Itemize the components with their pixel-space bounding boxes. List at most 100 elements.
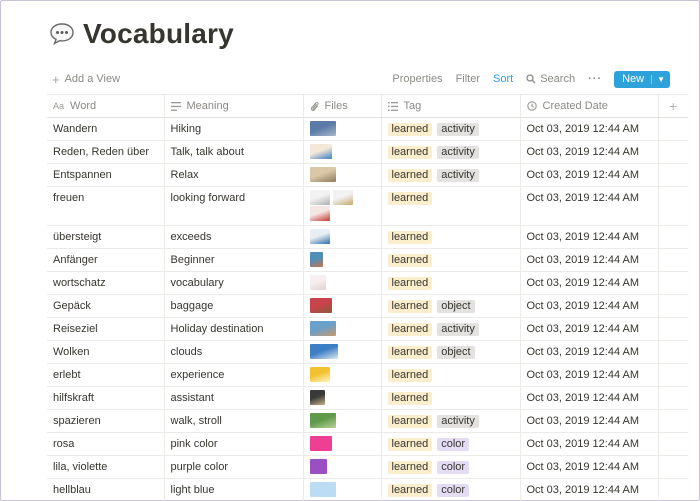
image-thumbnail[interactable] (332, 190, 353, 205)
table-row[interactable]: Gepäck baggage learned object Oct 03, 2019 1… (47, 294, 688, 318)
meaning-cell[interactable]: exceeds (163, 225, 303, 249)
word-cell[interactable]: freuen (47, 186, 164, 226)
meaning-cell[interactable]: clouds (163, 340, 303, 364)
sort-button[interactable]: Sort (493, 73, 514, 85)
files-cell[interactable] (302, 363, 381, 387)
meaning-cell[interactable]: Talk, talk about (163, 140, 303, 164)
word-cell[interactable]: Reiseziel (47, 317, 164, 341)
column-header-meaning[interactable]: Meaning (163, 94, 303, 118)
meaning-cell[interactable]: Beginner (163, 248, 303, 272)
image-thumbnail[interactable] (309, 413, 336, 428)
meaning-cell[interactable]: purple color (163, 455, 303, 479)
created-date-cell[interactable]: Oct 03, 2019 12:44 AM (519, 386, 658, 410)
created-date-cell[interactable]: Oct 03, 2019 12:44 AM (519, 340, 658, 364)
created-date-cell[interactable]: Oct 03, 2019 12:44 AM (519, 163, 658, 187)
tag-cell[interactable]: learned activity (380, 409, 520, 433)
created-date-cell[interactable]: Oct 03, 2019 12:44 AM (519, 363, 658, 387)
word-cell[interactable]: hilfskraft (47, 386, 164, 410)
image-thumbnail[interactable] (309, 229, 330, 244)
meaning-cell[interactable]: Holiday destination (163, 317, 303, 341)
tag-cell[interactable]: learned (380, 248, 520, 272)
created-date-cell[interactable]: Oct 03, 2019 12:44 AM (519, 271, 658, 295)
table-row[interactable]: Wandern Hiking learned activity Oct 03, 2019… (47, 117, 688, 141)
image-thumbnail[interactable] (309, 482, 336, 497)
new-button[interactable]: New ▼ (614, 70, 670, 88)
meaning-cell[interactable]: light blue (163, 478, 303, 501)
table-row[interactable]: freuen looking forward learned Oct 03, 2019… (47, 186, 688, 226)
search-button[interactable]: Search (526, 73, 575, 85)
image-thumbnail[interactable] (309, 436, 332, 451)
created-date-cell[interactable]: Oct 03, 2019 12:44 AM (519, 117, 658, 141)
table-row[interactable]: rosa pink color learned color Oct 03, 2019 1… (47, 432, 688, 456)
meaning-cell[interactable]: experience (163, 363, 303, 387)
image-thumbnail[interactable] (309, 167, 336, 182)
word-cell[interactable]: Gepäck (47, 294, 164, 318)
image-thumbnail[interactable] (309, 190, 330, 205)
created-date-cell[interactable]: Oct 03, 2019 12:44 AM (519, 455, 658, 479)
tag-cell[interactable]: learned activity (380, 140, 520, 164)
tag-cell[interactable]: learned color (380, 432, 520, 456)
table-row[interactable]: Entspannen Relax learned activity Oct 03, 20… (47, 163, 688, 187)
image-thumbnail[interactable] (309, 275, 326, 290)
properties-button[interactable]: Properties (392, 73, 443, 85)
table-row[interactable]: hilfskraft assistant learned Oct 03, 2019 1… (47, 386, 688, 410)
files-cell[interactable] (302, 248, 381, 272)
column-header-created-date[interactable]: Created Date (519, 94, 658, 118)
column-header-word[interactable]: Aa Word (47, 94, 164, 118)
meaning-cell[interactable]: baggage (163, 294, 303, 318)
table-row[interactable]: Reiseziel Holiday destination learned activ… (47, 317, 688, 341)
word-cell[interactable]: Entspannen (47, 163, 164, 187)
tag-cell[interactable]: learned color (380, 455, 520, 479)
image-thumbnail[interactable] (309, 252, 323, 267)
word-cell[interactable]: Wandern (47, 117, 164, 141)
tag-cell[interactable]: learned activity (380, 163, 520, 187)
table-row[interactable]: Wolken clouds learned object Oct 03, 2019 12… (47, 340, 688, 364)
table-row[interactable]: lila, violette purple color learned color Oc… (47, 455, 688, 479)
files-cell[interactable] (302, 386, 381, 410)
created-date-cell[interactable]: Oct 03, 2019 12:44 AM (519, 186, 658, 226)
word-cell[interactable]: lila, violette (47, 455, 164, 479)
files-cell[interactable] (302, 409, 381, 433)
table-row[interactable]: erlebt experience learned Oct 03, 2019 12:4… (47, 363, 688, 387)
image-thumbnail[interactable] (309, 390, 325, 405)
meaning-cell[interactable]: walk, stroll (163, 409, 303, 433)
created-date-cell[interactable]: Oct 03, 2019 12:44 AM (519, 409, 658, 433)
table-row[interactable]: wortschatz vocabulary learned Oct 03, 2019 … (47, 271, 688, 295)
image-thumbnail[interactable] (309, 367, 330, 382)
table-row[interactable]: Reden, Reden über Talk, talk about learned… (47, 140, 688, 164)
tag-cell[interactable]: learned object (380, 294, 520, 318)
files-cell[interactable] (302, 163, 381, 187)
image-thumbnail[interactable] (309, 206, 330, 221)
meaning-cell[interactable]: Relax (163, 163, 303, 187)
tag-cell[interactable]: learned (380, 186, 520, 226)
created-date-cell[interactable]: Oct 03, 2019 12:44 AM (519, 140, 658, 164)
files-cell[interactable] (302, 225, 381, 249)
image-thumbnail[interactable] (309, 321, 336, 336)
files-cell[interactable] (302, 340, 381, 364)
meaning-cell[interactable]: vocabulary (163, 271, 303, 295)
word-cell[interactable]: erlebt (47, 363, 164, 387)
word-cell[interactable]: übersteigt (47, 225, 164, 249)
word-cell[interactable]: Wolken (47, 340, 164, 364)
files-cell[interactable] (302, 117, 381, 141)
meaning-cell[interactable]: looking forward (163, 186, 303, 226)
image-thumbnail[interactable] (309, 459, 327, 474)
created-date-cell[interactable]: Oct 03, 2019 12:44 AM (519, 294, 658, 318)
tag-cell[interactable]: learned activity (380, 117, 520, 141)
tag-cell[interactable]: learned object (380, 340, 520, 364)
files-cell[interactable] (302, 432, 381, 456)
files-cell[interactable] (302, 140, 381, 164)
files-cell[interactable] (302, 478, 381, 501)
word-cell[interactable]: spazieren (47, 409, 164, 433)
files-cell[interactable] (302, 186, 381, 226)
image-thumbnail[interactable] (309, 121, 336, 136)
chevron-down-icon[interactable]: ▼ (651, 74, 670, 84)
table-row[interactable]: spazieren walk, stroll learned activity Oct … (47, 409, 688, 433)
image-thumbnail[interactable] (309, 298, 332, 313)
word-cell[interactable]: rosa (47, 432, 164, 456)
created-date-cell[interactable]: Oct 03, 2019 12:44 AM (519, 432, 658, 456)
files-cell[interactable] (302, 294, 381, 318)
tag-cell[interactable]: learned (380, 225, 520, 249)
column-header-files[interactable]: Files (302, 94, 381, 118)
meaning-cell[interactable]: Hiking (163, 117, 303, 141)
